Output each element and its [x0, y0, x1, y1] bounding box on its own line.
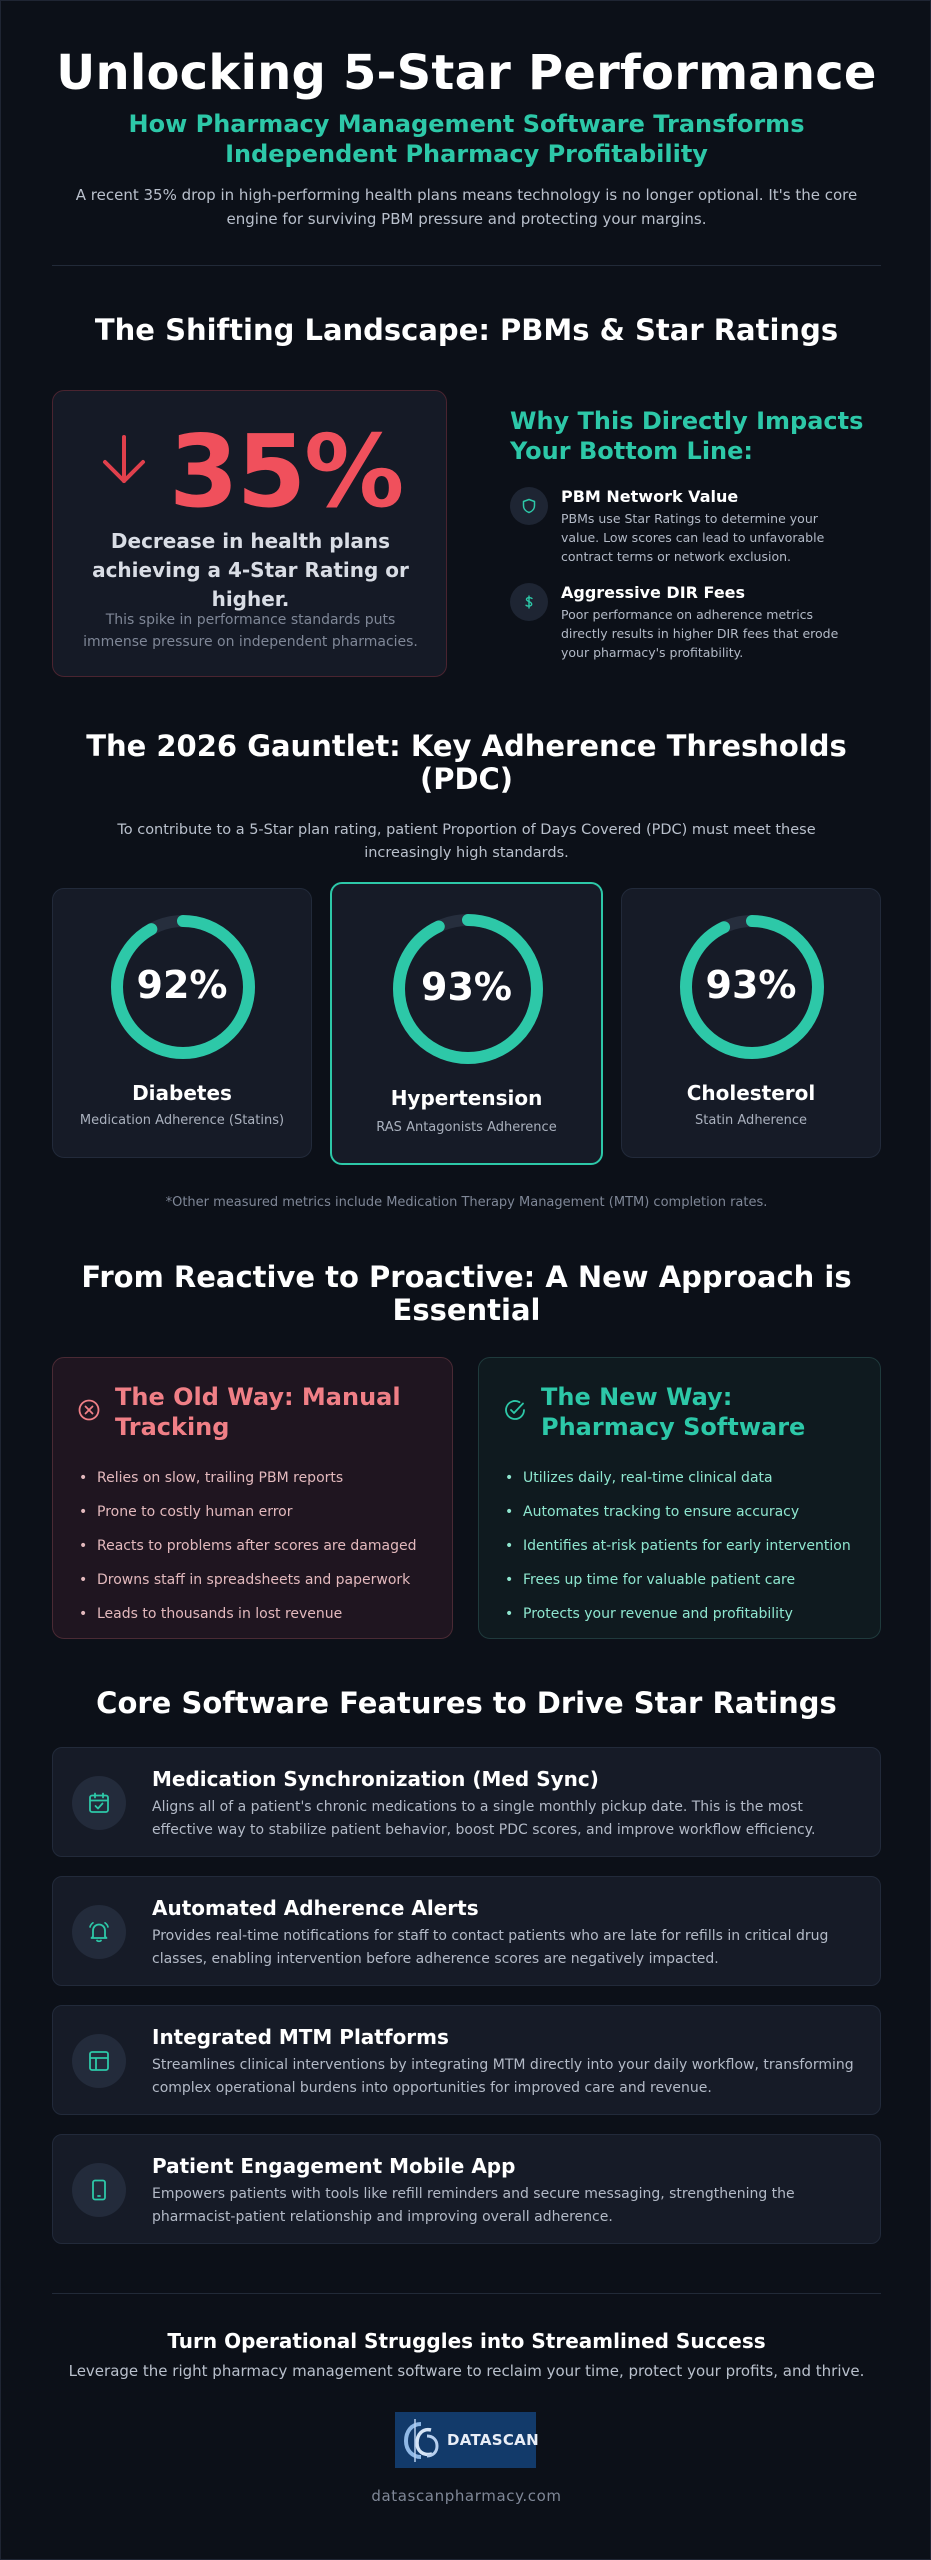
pdc-card-cholesterol: 93% Cholesterol Statin Adherence: [621, 888, 881, 1158]
list-item: Drowns staff in spreadsheets and paperwo…: [77, 1572, 437, 1606]
feature-card-alerts: Automated Adherence Alerts Provides real…: [52, 1876, 881, 1986]
list-item: Relies on slow, trailing PBM reports: [77, 1470, 437, 1504]
pdc-sub: Medication Adherence (Statins): [79, 1113, 285, 1128]
pdc-value: 93%: [705, 963, 797, 1007]
feature-card-mobile-app: Patient Engagement Mobile App Empowers p…: [52, 2134, 881, 2244]
subtitle-line-1: How Pharmacy Management Software Transfo…: [128, 110, 805, 138]
stat-card: 35% Decrease in health plans achieving a…: [52, 390, 447, 677]
smartphone-icon: [72, 2163, 126, 2217]
new-way-card: The New Way: Pharmacy Software Utilizes …: [478, 1357, 881, 1639]
old-way-title-line-1: The Old Way: Manual: [115, 1383, 401, 1411]
shield-icon: [510, 487, 548, 525]
old-way-card: The Old Way: Manual Tracking Relies on s…: [52, 1357, 453, 1639]
section-title-line-2: (PDC): [419, 762, 514, 796]
section-title-thresholds: The 2026 Gauntlet: Key Adherence Thresho…: [52, 730, 881, 796]
feature-title: Medication Synchronization (Med Sync): [152, 1767, 599, 1791]
section-title-line-1: From Reactive to Proactive: A New Approa…: [81, 1260, 852, 1294]
why-item-title: PBM Network Value: [561, 487, 739, 506]
progress-ring: [111, 915, 255, 1059]
thresholds-intro: To contribute to a 5-Star plan rating, p…: [117, 822, 816, 861]
why-item-text: Poor performance on adherence metrics di…: [561, 607, 839, 660]
section-title-line-2: Essential: [392, 1293, 541, 1327]
list-item: Utilizes daily, real-time clinical data: [503, 1470, 863, 1504]
feature-card-mtm: Integrated MTM Platforms Streamlines cli…: [52, 2005, 881, 2115]
feature-text: Streamlines clinical interventions by in…: [152, 2057, 854, 2096]
old-way-title-line-2: Tracking: [115, 1413, 230, 1441]
pdc-card-hypertension: 93% Hypertension RAS Antagonists Adheren…: [330, 882, 603, 1165]
section-title-approach: From Reactive to Proactive: A New Approa…: [52, 1261, 881, 1327]
stat-note: This spike in performance standards puts…: [83, 612, 418, 650]
subtitle-line-2: Independent Pharmacy Profitability: [225, 140, 708, 168]
section-title-landscape: The Shifting Landscape: PBMs & Star Rati…: [94, 313, 839, 347]
pdc-name: Diabetes: [132, 1081, 232, 1105]
logo-mark-icon: [403, 2419, 439, 2462]
list-item: Frees up time for valuable patient care: [503, 1572, 863, 1606]
thresholds-footnote: *Other measured metrics include Medicati…: [165, 1195, 768, 1210]
bell-icon: [72, 1905, 126, 1959]
pdc-sub: Statin Adherence: [695, 1113, 807, 1128]
page-title: Unlocking 5-Star Performance: [56, 45, 877, 101]
list-item: Automates tracking to ensure accuracy: [503, 1504, 863, 1538]
list-item: Identifies at-risk patients for early in…: [503, 1538, 863, 1572]
pdc-name: Hypertension: [390, 1086, 543, 1110]
site-url[interactable]: datascanpharmacy.com: [371, 2487, 562, 2505]
feature-text: Aligns all of a patient's chronic medica…: [152, 1799, 816, 1838]
stat-value: 35%: [169, 413, 404, 530]
calendar-check-icon: [72, 1776, 126, 1830]
logo-wordmark: DATASCAN: [447, 2431, 539, 2449]
stat-label: Decrease in health plans achieving a 4-S…: [92, 529, 409, 611]
pdc-card-diabetes: 92% Diabetes Medication Adherence (Stati…: [52, 888, 312, 1158]
new-way-title-line-2: Pharmacy Software: [541, 1413, 806, 1441]
cta-title: Turn Operational Struggles into Streamli…: [167, 2329, 766, 2353]
pdc-value: 93%: [421, 965, 512, 1009]
why-title: Why This Directly Impacts Your Bottom Li…: [510, 407, 864, 465]
divider: [52, 2293, 881, 2294]
section-title-features: Core Software Features to Drive Star Rat…: [96, 1686, 837, 1720]
layout-icon: [72, 2034, 126, 2088]
new-way-list: Utilizes daily, real-time clinical data …: [503, 1470, 863, 1640]
feature-card-med-sync: Medication Synchronization (Med Sync) Al…: [52, 1747, 881, 1857]
new-way-title-line-1: The New Way:: [541, 1383, 733, 1411]
why-item-title: Aggressive DIR Fees: [561, 583, 746, 602]
feature-title: Patient Engagement Mobile App: [152, 2154, 516, 2178]
new-way-title: The New Way: Pharmacy Software: [541, 1382, 861, 1442]
pdc-value: 92%: [136, 963, 228, 1007]
cta-text: Leverage the right pharmacy management s…: [68, 2362, 865, 2380]
list-item: Reacts to problems after scores are dama…: [77, 1538, 437, 1572]
datascan-logo: DATASCAN: [395, 2412, 539, 2468]
check-circle-icon: [505, 1400, 525, 1420]
feature-title: Integrated MTM Platforms: [152, 2025, 449, 2049]
list-item: Protects your revenue and profitability: [503, 1606, 863, 1640]
progress-ring: [393, 914, 543, 1064]
list-item: Prone to costly human error: [77, 1504, 437, 1538]
pdc-name: Cholesterol: [686, 1081, 816, 1105]
feature-title: Automated Adherence Alerts: [152, 1896, 479, 1920]
arrow-down-icon: [103, 435, 145, 483]
old-way-list: Relies on slow, trailing PBM reports Pro…: [77, 1470, 437, 1640]
why-item-text: PBMs use Star Ratings to determine your …: [561, 511, 825, 564]
old-way-title: The Old Way: Manual Tracking: [115, 1382, 435, 1442]
section-title-line-1: The 2026 Gauntlet: Key Adherence Thresho…: [86, 729, 847, 763]
feature-text: Provides real-time notifications for sta…: [152, 1928, 829, 1967]
list-item: Leads to thousands in lost revenue: [77, 1606, 437, 1640]
divider: [52, 265, 881, 266]
feature-text: Empowers patients with tools like refill…: [152, 2186, 795, 2225]
page-subtitle: How Pharmacy Management Software Transfo…: [1, 109, 931, 169]
hero-description: A recent 35% drop in high-performing hea…: [75, 186, 858, 228]
dollar-icon: [510, 583, 548, 621]
progress-ring: [680, 915, 824, 1059]
x-circle-icon: [78, 1399, 100, 1421]
pdc-sub: RAS Antagonists Adherence: [376, 1120, 557, 1135]
